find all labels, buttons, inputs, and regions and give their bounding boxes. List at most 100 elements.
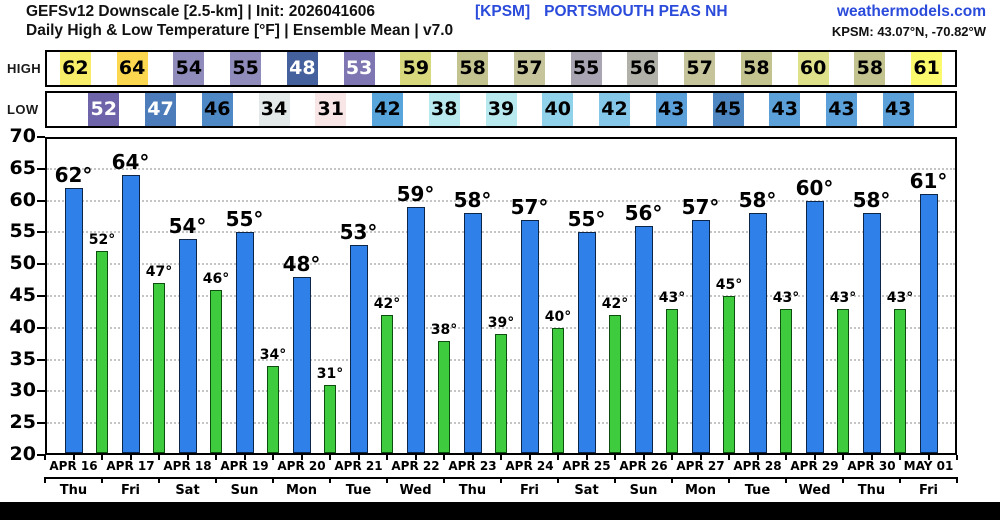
low-bar-value: 46°	[202, 270, 230, 287]
high-cell: 54	[173, 52, 205, 85]
low-bar	[153, 283, 165, 453]
y-axis-label: 70	[9, 125, 36, 147]
high-bar	[64, 187, 83, 453]
day-label: Fri	[520, 483, 539, 498]
y-axis-label: 65	[9, 156, 36, 179]
date-label: APR 22	[391, 459, 440, 473]
x-axis-tick	[699, 455, 702, 460]
y-axis-tick	[37, 167, 45, 170]
high-bar	[691, 219, 710, 453]
low-bar-value: 38°	[430, 321, 458, 338]
grid-line	[47, 326, 955, 329]
x-axis-tick	[215, 455, 217, 460]
low-bar-value: 39°	[487, 315, 515, 332]
y-axis-tick	[37, 136, 45, 138]
low-bar	[381, 315, 393, 453]
day-label: Mon	[285, 483, 318, 498]
day-label: Thu	[59, 483, 88, 498]
date-label: APR 24	[505, 459, 554, 473]
high-row-label: HIGH	[7, 61, 42, 76]
low-cell: 52	[88, 93, 120, 126]
x-axis-tick	[272, 455, 274, 460]
x-axis-tick	[243, 455, 246, 460]
day-axis-tick	[329, 477, 331, 483]
high-cell: 62	[59, 52, 91, 85]
high-bar-value: 60°	[795, 175, 834, 200]
day-axis-tick	[443, 477, 445, 483]
x-axis-tick	[585, 455, 588, 460]
high-bar-value: 58°	[453, 188, 492, 213]
weathermodels-link[interactable]: weathermodels.com	[836, 3, 986, 20]
low-cell: 42	[599, 93, 630, 126]
y-axis-label: 20	[9, 443, 36, 465]
y-axis-label: 30	[9, 379, 36, 402]
footer-bar	[0, 502, 1000, 520]
grid-line	[47, 263, 955, 266]
station-header: [KPSM] PORTSMOUTH PEAS NH	[475, 3, 728, 21]
x-axis-tick	[443, 455, 445, 460]
day-axis-tick	[44, 477, 46, 483]
low-bar	[267, 365, 279, 453]
high-bar-value: 58°	[738, 188, 777, 213]
y-axis-tick	[37, 231, 45, 234]
low-bar-value: 42°	[601, 296, 629, 313]
high-bar	[235, 232, 254, 453]
low-bar	[495, 334, 507, 453]
high-values-strip: 62 64 54 55 48 53 59 58 57 55 56 57 58 60 58 61	[45, 50, 957, 87]
y-axis-tick	[37, 326, 45, 329]
x-axis-tick	[158, 455, 160, 460]
x-axis-tick	[186, 455, 189, 460]
low-row-label: LOW	[7, 102, 39, 117]
low-bar	[210, 289, 222, 453]
high-cell: 55	[570, 52, 602, 85]
date-label: APR 17	[106, 459, 155, 473]
high-cell: 59	[400, 52, 432, 85]
high-cell: 53	[343, 52, 375, 85]
high-bar-value: 55°	[225, 207, 264, 232]
high-bar-value: 53°	[339, 220, 378, 245]
date-label: APR 19	[220, 459, 269, 473]
low-bar	[666, 308, 678, 453]
x-axis-tick	[72, 455, 75, 460]
y-axis-tick	[37, 454, 45, 456]
x-axis-tick	[386, 455, 388, 460]
day-axis-tick	[956, 477, 958, 483]
x-axis-tick	[414, 455, 417, 460]
grid-line	[47, 295, 955, 297]
low-bar-value: 31°	[316, 366, 344, 383]
low-bar-value: 34°	[259, 346, 287, 363]
high-bar-value: 62°	[54, 162, 93, 187]
low-bar-value: 43°	[658, 289, 686, 306]
x-axis-tick	[528, 455, 531, 460]
high-cell: 48	[286, 52, 318, 85]
high-cell: 58	[854, 52, 886, 85]
y-axis-label: 55	[9, 220, 36, 243]
low-bar	[96, 251, 108, 453]
low-values-strip: 52 47 46 34 31 42 38 39 40 42 43 45 43 43 43	[45, 91, 957, 128]
low-bar-value: 43°	[886, 289, 914, 306]
y-axis-tick	[37, 295, 45, 297]
high-cell: 58	[457, 52, 489, 85]
low-bar-value: 40°	[544, 308, 572, 325]
high-bar	[862, 213, 881, 453]
y-axis-tick	[37, 358, 45, 361]
high-bar	[805, 200, 824, 453]
high-cell: 56	[627, 52, 659, 85]
day-axis-tick	[272, 477, 274, 483]
low-bar-value: 43°	[829, 289, 857, 306]
high-bar-value: 58°	[852, 188, 891, 213]
day-axis-tick	[671, 477, 673, 483]
high-bar	[634, 226, 653, 453]
low-cell: 40	[542, 93, 574, 126]
low-bar	[723, 296, 735, 453]
grid-line	[47, 199, 955, 202]
high-bar	[178, 238, 197, 453]
day-label: Fri	[121, 483, 140, 498]
day-label: Thu	[857, 483, 886, 498]
low-bar	[894, 308, 906, 453]
grid-line	[47, 167, 955, 170]
x-axis-tick	[813, 455, 816, 460]
x-axis-tick	[956, 455, 958, 460]
low-bar-value: 43°	[772, 289, 800, 306]
